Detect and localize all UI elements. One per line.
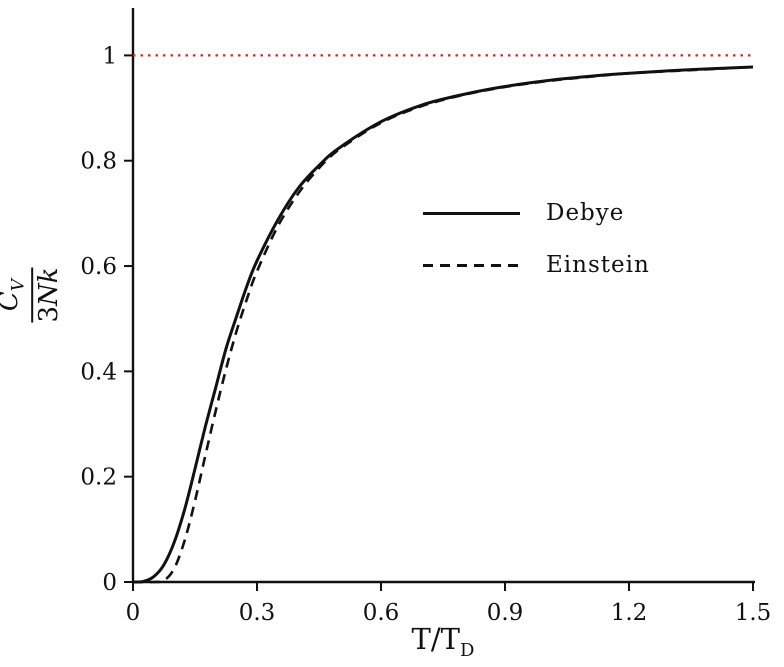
x-tick-label: 0.6 [363, 600, 400, 626]
x-tick-label: 0.3 [239, 600, 276, 626]
einstein-curve [132, 65, 754, 584]
y-tick-label: 0.2 [80, 465, 117, 491]
fraction-numerator: CV [0, 267, 33, 323]
legend: Debye Einstein [423, 198, 650, 302]
x-tick-label: 0.9 [487, 600, 524, 626]
x-axis-label: T/TD [411, 622, 475, 661]
heat-capacity-fraction: CV 3Nk [0, 267, 65, 323]
y-tick-label: 1 [102, 43, 117, 69]
x-tick-label: 1.2 [611, 600, 648, 626]
debye-line-sample [423, 211, 520, 215]
y-tick-label: 0.6 [80, 254, 117, 280]
legend-item-einstein: Einstein [423, 250, 650, 280]
y-tick-label: 0.8 [80, 149, 117, 175]
legend-label-debye: Debye [546, 200, 625, 226]
debye-curve [132, 65, 754, 584]
einstein-line-sample [423, 263, 520, 267]
y-tick-label: 0.4 [80, 359, 117, 385]
legend-item-debye: Debye [423, 198, 650, 228]
fraction-denominator: 3Nk [33, 267, 64, 323]
x-tick-label: 0 [126, 600, 141, 626]
y-tick-label: 0 [102, 570, 117, 596]
x-tick-label: 1.5 [735, 600, 772, 626]
legend-label-einstein: Einstein [546, 252, 650, 278]
